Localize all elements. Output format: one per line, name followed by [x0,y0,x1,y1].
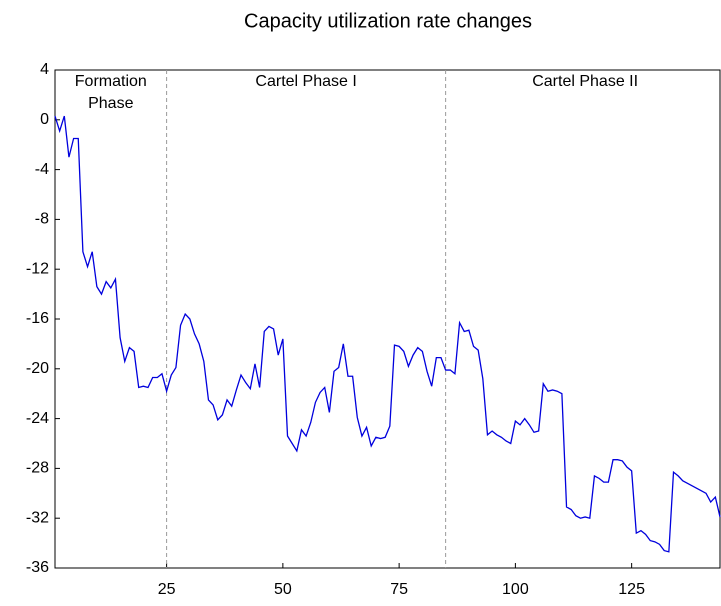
x-tick-label: 125 [618,581,645,598]
annotation: Cartel Phase I [255,73,356,90]
y-tick-label: -20 [26,360,49,377]
y-tick-label: -24 [26,410,49,427]
x-tick-label: 100 [502,581,529,598]
annotation: Formation [75,73,147,90]
annotation: Phase [88,95,133,112]
y-tick-label: -32 [26,509,49,526]
plot-frame [54,69,721,569]
x-tick-label: 75 [390,581,408,598]
y-tick-label: -36 [26,559,49,576]
y-tick-label: -12 [26,260,49,277]
y-tick-label: 0 [40,111,49,128]
y-tick-label: 4 [40,61,49,78]
annotation: Cartel Phase II [532,73,638,90]
y-tick-label: -8 [35,211,49,228]
x-tick-label: 25 [158,581,176,598]
x-tick-label: 50 [274,581,292,598]
y-tick-label: -16 [26,310,49,327]
chart-title: Capacity utilization rate changes [244,10,532,32]
line-series [54,115,721,553]
y-tick-label: -4 [35,161,49,178]
y-tick-label: -28 [26,460,49,477]
